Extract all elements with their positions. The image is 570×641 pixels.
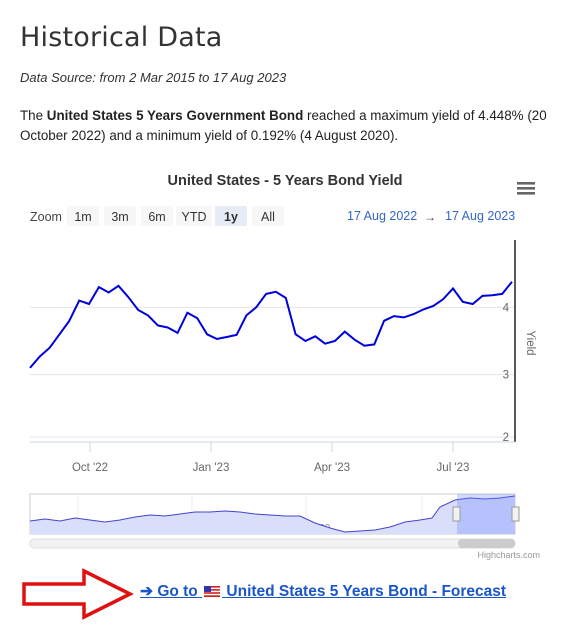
forecast-go-to: Go to: [157, 583, 198, 600]
zoom-button-6m[interactable]: 6m: [141, 206, 173, 226]
navigator-handle-left[interactable]: [452, 506, 461, 522]
summary-rest: reached a maximum yield of 4.448% (20 Oc…: [20, 108, 547, 143]
y-tick-label: 2: [503, 432, 509, 444]
plot-grid: [30, 306, 515, 438]
zoom-button-label: All: [261, 210, 275, 224]
range-arrow: →: [424, 210, 436, 224]
zoom-button-1y[interactable]: 1y: [215, 206, 247, 226]
navigator[interactable]: 2016201820202022: [29, 493, 520, 549]
red-arrow-icon: [22, 568, 134, 620]
zoom-button-all[interactable]: All: [252, 206, 284, 226]
zoom-button-label: 1m: [74, 210, 91, 224]
navigator-scrollbar[interactable]: [29, 538, 516, 549]
zoom-button-1m[interactable]: 1m: [67, 206, 99, 226]
zoom-button-label: YTD: [182, 210, 207, 224]
navigator-selection[interactable]: [457, 494, 515, 534]
zoom-button-label: 3m: [111, 210, 128, 224]
us-flag-icon: [204, 586, 221, 597]
chart-title: United States - 5 Years Bond Yield: [167, 173, 402, 189]
navigator-handle-right[interactable]: [511, 506, 520, 522]
zoom-button-label: 1y: [224, 210, 238, 224]
summary-bond-name: United States 5 Years Government Bond: [46, 108, 304, 123]
hamburger-menu-icon[interactable]: [517, 182, 535, 195]
page-title: Historical Data: [20, 22, 223, 53]
forecast-link-text: United States 5 Years Bond - Forecast: [226, 583, 507, 600]
range-to[interactable]: 17 Aug 2023: [445, 209, 515, 223]
x-tick-label: Jan '23: [193, 462, 230, 474]
yield-chart: United States - 5 Years Bond Yield Zoom …: [29, 173, 540, 560]
zoom-label: Zoom: [30, 210, 62, 224]
x-tick-label: Apr '23: [314, 462, 350, 474]
navigator-line: [29, 495, 516, 533]
forecast-arrow-icon: ➔: [140, 583, 153, 600]
zoom-button-3m[interactable]: 3m: [104, 206, 136, 226]
zoom-button-ytd[interactable]: YTD: [176, 206, 212, 226]
range-from[interactable]: 17 Aug 2022: [347, 209, 417, 223]
zoom-button-label: 6m: [148, 210, 165, 224]
y-tick-label: 4: [503, 302, 510, 314]
yield-series-line: [29, 281, 513, 369]
x-tick-label: Jul '23: [437, 462, 470, 474]
y-tick-label: 3: [503, 370, 509, 382]
navigator-scrollbar-thumb[interactable]: [458, 539, 515, 548]
navigator-area: [30, 496, 515, 534]
data-source: Data Source: from 2 Mar 2015 to 17 Aug 2…: [20, 70, 287, 85]
summary-prefix: The: [20, 108, 47, 123]
x-tick-label: Oct '22: [72, 462, 108, 474]
summary-text: The United States 5 Years Government Bon…: [20, 106, 555, 146]
chart-credit[interactable]: Highcharts.com: [477, 550, 540, 560]
y-axis-title: Yield: [524, 330, 536, 355]
forecast-link[interactable]: ➔ Go to United States 5 Years Bond - For…: [140, 582, 506, 601]
